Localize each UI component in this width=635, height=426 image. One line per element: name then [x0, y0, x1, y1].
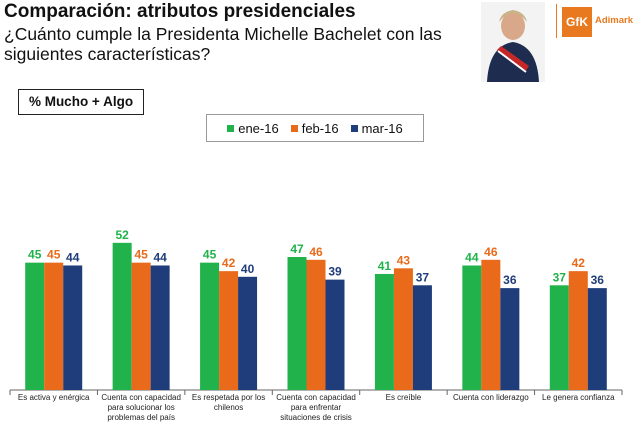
x-tick-label: Cuenta con capacidad para solucionar los… — [101, 393, 181, 422]
legend-item-mar-16: mar-16 — [350, 120, 403, 136]
data-label: 42 — [572, 256, 586, 270]
bar — [238, 276, 258, 390]
data-label: 46 — [309, 245, 323, 259]
data-label: 36 — [503, 273, 517, 287]
data-label: 42 — [222, 256, 236, 270]
bar — [306, 259, 326, 390]
data-label: 44 — [66, 250, 80, 264]
president-photo — [481, 2, 545, 82]
x-tick-label: Es creíble — [385, 393, 422, 402]
bar — [393, 268, 413, 390]
data-label: 45 — [47, 248, 61, 262]
data-label: 43 — [397, 253, 411, 267]
bar — [150, 265, 170, 390]
bar — [462, 265, 482, 390]
x-tick-label: Cuenta con capacidad para enfrentar situ… — [276, 393, 356, 422]
gfk-logo: GfK — [562, 7, 592, 37]
data-label: 44 — [465, 250, 479, 264]
legend-swatch — [350, 124, 358, 132]
bar — [131, 262, 151, 390]
data-label: 47 — [290, 242, 304, 256]
data-label: 41 — [378, 259, 392, 273]
legend-swatch — [227, 124, 235, 132]
data-label: 37 — [416, 270, 430, 284]
bar — [287, 256, 307, 390]
data-label: 45 — [28, 248, 42, 262]
legend-item-feb-16: feb-16 — [290, 120, 339, 136]
bar — [374, 273, 394, 390]
chart-title: Comparación: atributos presidenciales — [4, 1, 356, 22]
adimark-logo-text: Adimark — [595, 15, 634, 26]
bar — [500, 288, 520, 390]
bar — [44, 262, 64, 390]
bar — [219, 271, 239, 390]
x-tick-label: Es respetada por los chilenos — [191, 393, 266, 412]
data-label: 39 — [328, 265, 342, 279]
bar — [200, 262, 220, 390]
legend-item-ene-16: ene-16 — [227, 120, 279, 136]
chart-subtitle: ¿Cuánto cumple la Presidenta Michelle Ba… — [4, 24, 442, 64]
bar — [412, 285, 432, 390]
data-label: 37 — [553, 270, 567, 284]
data-label: 45 — [203, 248, 217, 262]
logo-divider — [556, 4, 557, 38]
legend-label: feb-16 — [301, 120, 339, 136]
data-label: 36 — [591, 273, 605, 287]
data-label: 45 — [134, 248, 148, 262]
legend: ene-16 feb-16 mar-16 — [206, 114, 424, 142]
bar — [549, 285, 569, 390]
bar — [587, 288, 607, 390]
data-label: 52 — [115, 228, 129, 242]
x-tick-label: Cuenta con liderazgo — [453, 393, 529, 402]
x-tick-label: Es activa y enérgica — [17, 393, 90, 402]
legend-label: ene-16 — [238, 120, 279, 136]
legend-swatch — [290, 124, 298, 132]
data-label: 44 — [153, 250, 167, 264]
x-tick-label: Le genera confianza — [542, 393, 615, 402]
bar — [568, 271, 588, 390]
data-label: 40 — [241, 262, 255, 276]
bar — [325, 279, 345, 390]
bar — [63, 265, 83, 390]
bar — [112, 242, 132, 390]
bar — [25, 262, 45, 390]
legend-label: mar-16 — [361, 120, 403, 136]
bar — [481, 259, 501, 390]
data-label: 46 — [484, 245, 498, 259]
metric-label: % Mucho + Algo — [18, 89, 144, 115]
